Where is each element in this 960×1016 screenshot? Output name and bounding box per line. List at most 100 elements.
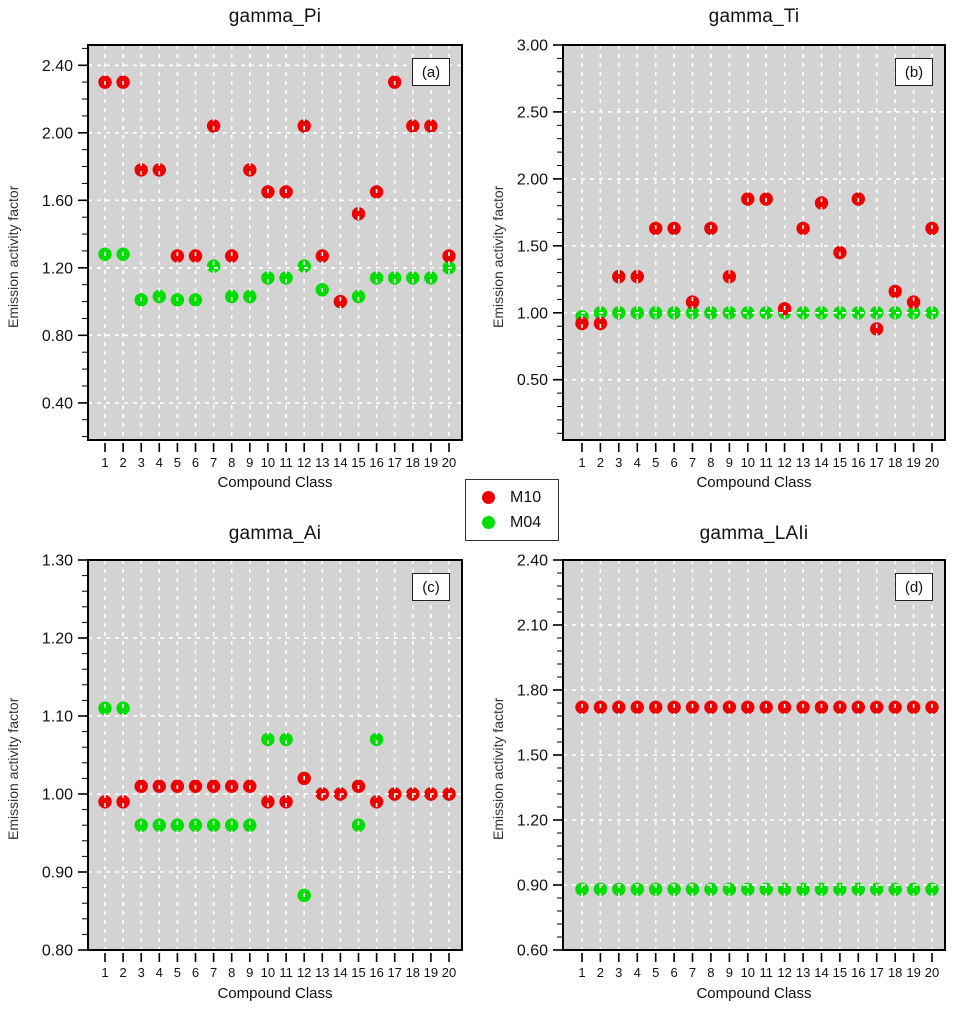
data-point-m04 xyxy=(851,882,865,896)
x-tick-label: 19 xyxy=(424,965,438,980)
axis-ticks xyxy=(78,47,450,452)
data-point-m04 xyxy=(243,818,257,832)
x-tick-label: 17 xyxy=(387,965,401,980)
y-tick-label: 1.30 xyxy=(42,553,73,570)
x-tick-label: 7 xyxy=(689,965,696,980)
x-tick-label: 11 xyxy=(279,455,293,470)
x-tick-label: 4 xyxy=(156,455,163,470)
data-point-m04 xyxy=(777,882,792,896)
panel-gamma-ti: gamma_Ti Emission activity factor 0.50 1.… xyxy=(480,0,960,515)
data-point-m04 xyxy=(649,882,663,896)
x-tick-label: 4 xyxy=(634,965,641,980)
y-tick-label: 1.50 xyxy=(517,238,548,255)
x-tick-label: 3 xyxy=(138,965,145,980)
data-point-m10 xyxy=(814,196,829,210)
x-tick-label: 7 xyxy=(210,965,217,980)
x-tick-label: 3 xyxy=(615,455,622,470)
x-tick-label: 12 xyxy=(777,455,791,470)
x-tick-label: 1 xyxy=(101,455,108,470)
x-tick-label: 14 xyxy=(814,455,828,470)
x-tick-label: 4 xyxy=(634,455,641,470)
data-point-m04 xyxy=(369,271,384,285)
x-tick-label: 20 xyxy=(925,455,939,470)
tick-labels: 0.600.901.201.501.802.102.401 2 3 4 5 6 7 8 9 10 1… xyxy=(517,553,939,981)
x-tick-label: 12 xyxy=(777,965,791,980)
data-point-m04 xyxy=(388,271,402,285)
data-point-m10 xyxy=(333,294,348,309)
x-tick-label: 15 xyxy=(833,965,847,980)
data-point-m04 xyxy=(152,818,166,832)
data-point-m04 xyxy=(279,732,293,747)
x-tick-label: 8 xyxy=(707,455,714,470)
x-axis-label: Compound Class xyxy=(696,474,812,491)
x-tick-label: 13 xyxy=(315,455,329,470)
data-point-m10 xyxy=(152,163,166,177)
data-point-m04 xyxy=(870,882,884,896)
data-point-m10 xyxy=(630,269,644,284)
data-point-m10 xyxy=(612,269,626,284)
data-point-m04 xyxy=(888,306,902,320)
tick-labels: 0.800.901.001.101.201.301 2 3 4 5 6 7 8 9 10 11 12 1… xyxy=(42,553,456,981)
data-point-m04 xyxy=(796,882,810,896)
data-point-m04 xyxy=(225,289,239,304)
x-tick-label: 12 xyxy=(297,965,311,980)
y-tick-label: 1.80 xyxy=(517,683,548,700)
x-tick-label: 14 xyxy=(814,965,828,980)
data-point-m04 xyxy=(870,306,884,320)
x-tick-label: 17 xyxy=(869,455,883,470)
panel-title: gamma_LAIi xyxy=(699,523,809,544)
x-tick-label: 17 xyxy=(387,455,401,470)
data-point-m10 xyxy=(98,795,112,809)
x-tick-label: 2 xyxy=(597,455,604,470)
data-point-m04 xyxy=(741,882,755,896)
x-tick-label: 11 xyxy=(759,965,773,980)
x-tick-label: 1 xyxy=(578,455,585,470)
data-point-m04 xyxy=(722,306,737,320)
data-point-m04 xyxy=(833,306,847,320)
gridlines xyxy=(88,45,462,440)
y-tick-label: 0.90 xyxy=(42,865,73,882)
x-tick-label: 16 xyxy=(369,455,383,470)
plot-frame xyxy=(562,44,946,441)
y-tick-label: 3.00 xyxy=(517,38,548,55)
data-point-m10 xyxy=(906,295,921,309)
x-tick-label: 1 xyxy=(101,965,108,980)
data-point-m10 xyxy=(261,795,275,809)
x-tick-label: 8 xyxy=(707,965,714,980)
panel-gamma-ai: gamma_Ai Emission activity factor 0.80 0.… xyxy=(0,515,480,1016)
y-tick-label: 1.60 xyxy=(42,193,73,210)
x-tick-label: 9 xyxy=(726,455,733,470)
x-tick-label: 19 xyxy=(906,965,920,980)
x-tick-label: 10 xyxy=(261,965,275,980)
data-point-m04 xyxy=(612,882,626,896)
x-tick-label: 20 xyxy=(442,965,456,980)
x-tick-label: 15 xyxy=(351,965,365,980)
x-tick-label: 15 xyxy=(833,455,847,470)
data-point-m04 xyxy=(261,271,275,285)
data-point-m04 xyxy=(704,882,718,896)
chart-legend: M10 M04 xyxy=(465,479,559,541)
data-point-m04 xyxy=(888,882,902,896)
y-tick-label: 1.20 xyxy=(42,631,73,648)
x-tick-label: 13 xyxy=(796,455,810,470)
data-point-m04 xyxy=(98,701,112,715)
y-tick-label: 2.50 xyxy=(517,104,548,121)
plot-area: 0.501.001.502.002.503.001 2 3 4 5 6 7 8 9 10 11 12 1… xyxy=(517,38,946,470)
x-tick-label: 18 xyxy=(888,965,902,980)
x-tick-label: 17 xyxy=(869,965,883,980)
y-tick-label: 2.40 xyxy=(42,58,73,75)
x-tick-label: 5 xyxy=(174,455,181,470)
gridlines xyxy=(88,559,462,951)
x-tick-label: 10 xyxy=(741,965,755,980)
x-tick-label: 13 xyxy=(796,965,810,980)
x-tick-label: 15 xyxy=(351,455,365,470)
subplot-label: (d) xyxy=(895,573,933,601)
data-point-m04 xyxy=(243,289,257,304)
x-tick-label: 5 xyxy=(174,965,181,980)
x-tick-label: 9 xyxy=(246,455,253,470)
data-point-m04 xyxy=(814,882,829,896)
data-point-m10 xyxy=(593,316,608,331)
data-point-m10 xyxy=(685,295,700,309)
data-point-m04 xyxy=(369,732,384,747)
data-point-m04 xyxy=(424,271,438,285)
